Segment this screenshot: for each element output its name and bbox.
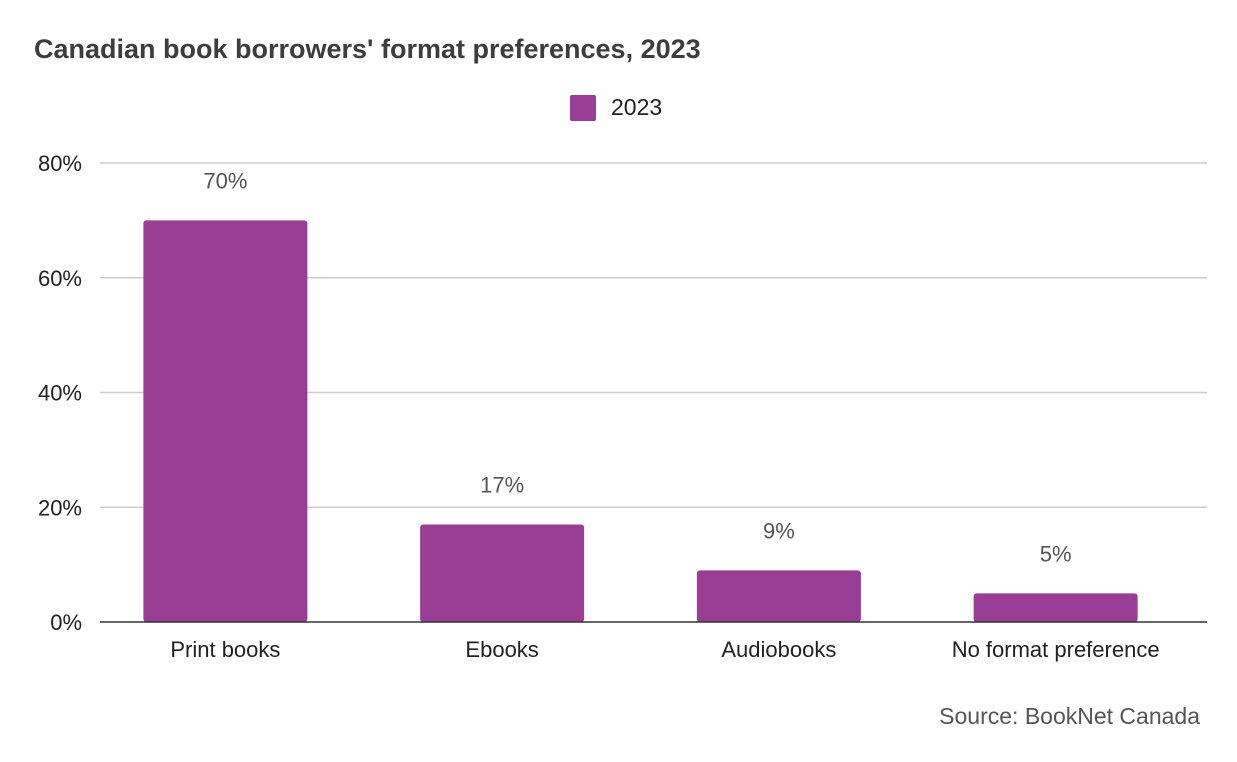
y-tick-label: 20% [38, 495, 82, 520]
chart-title: Canadian book borrowers' format preferen… [34, 34, 701, 64]
chart-legend: 2023 [570, 94, 662, 121]
source-note: Source: BookNet Canada [939, 703, 1200, 729]
legend-label: 2023 [611, 94, 663, 120]
y-tick-label: 80% [38, 151, 82, 176]
bar [696, 570, 861, 622]
bar [420, 524, 585, 622]
data-label: 9% [763, 518, 795, 543]
y-tick-label: 0% [50, 610, 82, 635]
data-label: 5% [1040, 541, 1072, 566]
y-tick-label: 60% [38, 266, 82, 291]
legend-swatch [570, 94, 596, 121]
bar [973, 593, 1138, 622]
data-label: 17% [480, 472, 524, 497]
bar [143, 220, 308, 622]
data-label: 70% [203, 168, 247, 193]
y-tick-label: 40% [38, 381, 82, 406]
x-tick-label: Print books [170, 637, 280, 662]
x-tick-label: Ebooks [465, 637, 538, 662]
x-tick-label: No format preference [952, 637, 1160, 662]
x-tick-label: Audiobooks [721, 637, 836, 662]
